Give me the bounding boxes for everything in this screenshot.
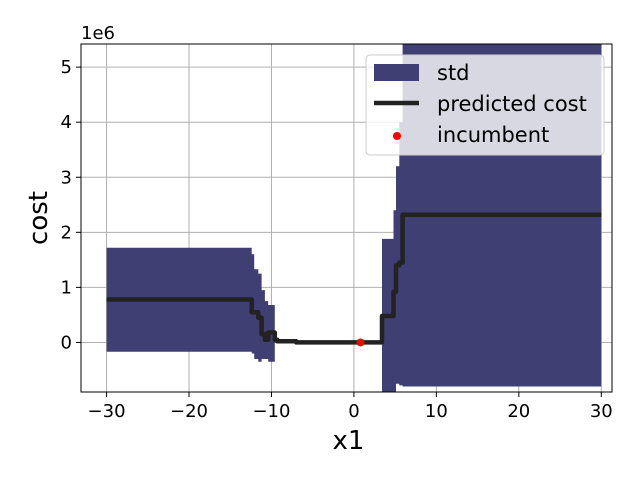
y-tick-label-1: 1 (61, 277, 72, 298)
legend-std-swatch (374, 64, 419, 81)
y-axis-label: cost (24, 191, 54, 245)
predicted-cost-series (106, 212, 602, 345)
y-tick-label-0: 0 (61, 332, 72, 353)
predicted-cost-line (106, 212, 602, 345)
legend-std-label: std (437, 61, 470, 85)
x-tick-label-3: 0 (348, 401, 359, 422)
y-tick-label-4: 4 (61, 112, 72, 133)
x-tick-label-0: −30 (88, 401, 126, 422)
x-tick-label-4: 10 (425, 401, 448, 422)
y-tick-label-2: 2 (61, 222, 72, 243)
y-tick-label-3: 3 (61, 167, 72, 188)
x-tick-label-1: −20 (170, 401, 208, 422)
incumbent-points (356, 338, 365, 347)
y-tick-label-5: 5 (61, 57, 72, 78)
legend-incumbent-label: incumbent (437, 123, 549, 147)
x-axis-ticks: −30 −20 −10 0 10 20 30 (88, 392, 613, 422)
legend: std predicted cost incumbent (365, 54, 605, 156)
x-tick-label-6: 30 (590, 401, 613, 422)
y-axis-ticks: 0 1 2 3 4 5 (61, 57, 81, 353)
legend-predicted-label: predicted cost (437, 92, 587, 116)
incumbent-point-0 (356, 338, 365, 347)
x-tick-label-5: 20 (507, 401, 530, 422)
legend-incumbent-swatch (393, 132, 401, 140)
x-axis-label: x1 (333, 426, 365, 456)
plot-frame (80, 43, 613, 393)
x-tick-label-2: −10 (252, 401, 290, 422)
legend-box (365, 54, 605, 156)
y-offset-label: 1e6 (81, 23, 115, 44)
